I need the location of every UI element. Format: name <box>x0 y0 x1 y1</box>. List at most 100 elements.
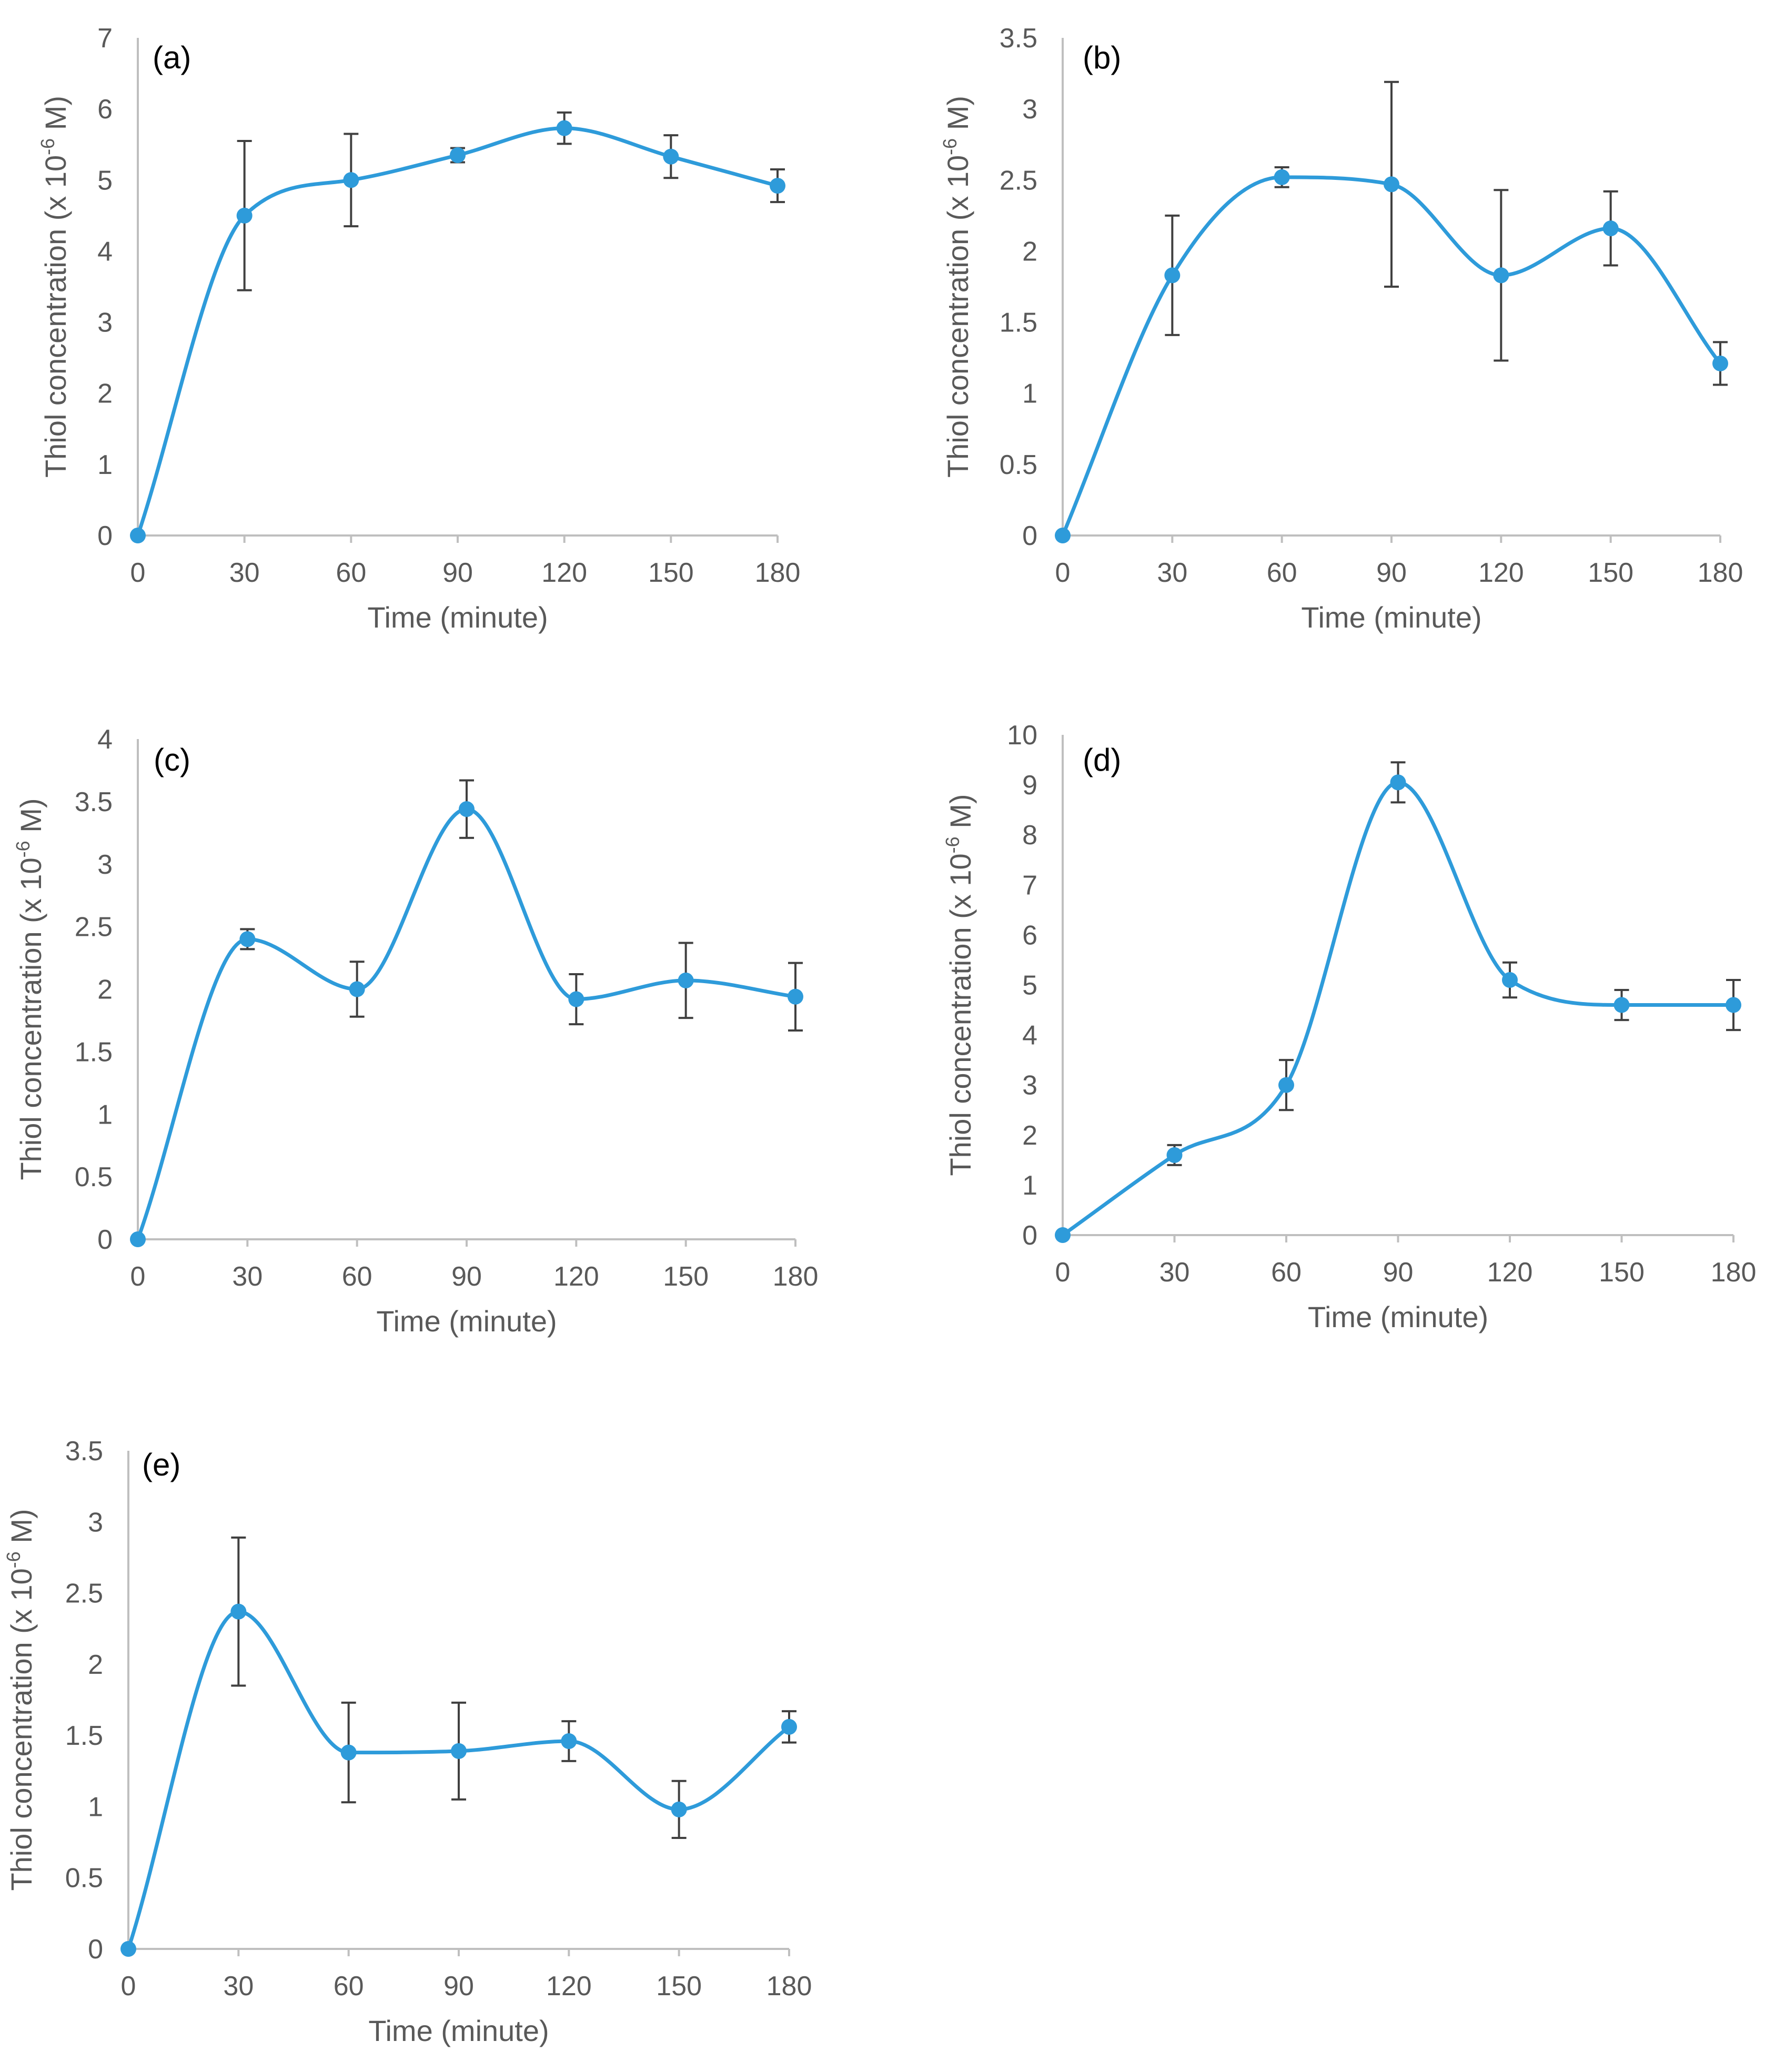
data-point <box>1166 1147 1183 1163</box>
x-tick-label: 150 <box>663 1261 709 1292</box>
data-point <box>130 528 146 543</box>
data-point <box>561 1733 577 1749</box>
x-tick-label: 60 <box>334 1971 364 2002</box>
y-tick-label: 2.5 <box>65 1579 103 1609</box>
x-tick-label: 90 <box>451 1261 482 1292</box>
y-tick-label: 1 <box>1022 379 1037 409</box>
x-tick-label: 0 <box>1055 558 1071 588</box>
series-line <box>136 807 796 1240</box>
data-point <box>340 1744 357 1761</box>
x-tick-label: 0 <box>121 1971 136 2002</box>
y-tick-label: 2 <box>97 379 113 409</box>
y-tick-label: 5 <box>1022 971 1037 1001</box>
x-tick-label: 180 <box>755 558 801 588</box>
y-tick-label: 2 <box>97 975 113 1005</box>
x-tick-label: 30 <box>229 558 260 588</box>
panel-label: (d) <box>1083 742 1121 777</box>
y-tick-label: 2.5 <box>1000 165 1037 196</box>
y-tick-label: 4 <box>1022 1020 1037 1051</box>
series-line <box>136 126 778 537</box>
data-point <box>1613 997 1630 1013</box>
x-axis-title: Time (minute) <box>368 2014 549 2047</box>
y-tick-label: 2 <box>1022 1120 1037 1151</box>
x-tick-label: 180 <box>1711 1257 1757 1288</box>
y-tick-label: 9 <box>1022 770 1037 801</box>
y-tick-label: 10 <box>1007 720 1037 751</box>
y-tick-label: 1 <box>97 1099 113 1130</box>
x-tick-label: 180 <box>1698 558 1743 588</box>
data-point <box>1384 176 1399 193</box>
y-tick-label: 1.5 <box>75 1037 113 1067</box>
x-tick-label: 120 <box>1478 558 1524 588</box>
panel-label: (b) <box>1083 40 1121 75</box>
y-axis-title: Thiol concentration (x 10-6 M) <box>942 794 977 1176</box>
x-axis-title: Time (minute) <box>1308 1300 1488 1333</box>
y-tick-label: 3 <box>97 850 113 880</box>
y-tick-label: 2 <box>1022 236 1037 267</box>
x-tick-label: 180 <box>773 1261 819 1292</box>
x-tick-label: 120 <box>541 558 587 588</box>
y-tick-label: 3 <box>88 1507 103 1538</box>
y-tick-label: 1.5 <box>65 1721 103 1751</box>
x-tick-label: 120 <box>553 1261 599 1292</box>
data-point <box>459 801 475 817</box>
y-tick-label: 0 <box>97 1225 113 1255</box>
data-point <box>1726 997 1741 1013</box>
data-point <box>230 1603 247 1620</box>
x-tick-label: 90 <box>1376 558 1407 588</box>
x-tick-label: 150 <box>1599 1257 1645 1288</box>
y-tick-label: 0.5 <box>75 1162 113 1192</box>
x-tick-label: 60 <box>1267 558 1297 588</box>
x-tick-label: 150 <box>1588 558 1633 588</box>
data-point <box>451 1743 467 1759</box>
chart-panel-0: 0 1 2 3 4 5 6 7 0 30 60 90 120 150 180 Time (minute) Thi… <box>37 23 800 634</box>
y-tick-label: 0.5 <box>65 1863 103 1894</box>
y-axis-title: Thiol concentration (x 10-6 M) <box>37 96 72 478</box>
y-tick-label: 3 <box>1022 1070 1037 1101</box>
y-tick-label: 4 <box>97 724 113 755</box>
series-line <box>1061 780 1733 1237</box>
x-tick-label: 0 <box>130 1261 146 1292</box>
y-tick-label: 1 <box>1022 1170 1037 1201</box>
data-point <box>1602 220 1619 237</box>
x-tick-label: 60 <box>1271 1257 1302 1288</box>
x-tick-label: 60 <box>342 1261 372 1292</box>
chart-panel-3: 0 1 2 3 4 5 6 7 8 9 10 0 30 60 90 120 150 180 Time (minute… <box>942 720 1756 1333</box>
y-tick-label: 5 <box>97 165 113 196</box>
y-tick-label: 2.5 <box>75 912 113 943</box>
chart-panel-4: 0 0.5 1 1.5 2 2.5 3 3.5 0 30 60 90 120 150 180 Time (mi… <box>3 1436 812 2047</box>
y-tick-label: 1 <box>97 450 113 480</box>
data-point <box>1493 267 1509 284</box>
panel-label: (a) <box>153 40 191 75</box>
y-tick-label: 3 <box>1022 94 1037 125</box>
x-tick-label: 90 <box>442 558 473 588</box>
data-point <box>1502 972 1518 988</box>
y-tick-label: 3.5 <box>1000 23 1037 54</box>
x-tick-label: 30 <box>1159 1257 1190 1288</box>
x-axis-title: Time (minute) <box>376 1305 557 1338</box>
data-point <box>1164 267 1181 284</box>
data-point <box>556 120 572 136</box>
x-tick-label: 30 <box>1157 558 1187 588</box>
x-tick-label: 0 <box>1055 1257 1071 1288</box>
y-tick-label: 6 <box>97 94 113 125</box>
data-point <box>781 1719 797 1735</box>
x-tick-label: 30 <box>232 1261 263 1292</box>
y-tick-label: 3.5 <box>75 787 113 817</box>
x-tick-label: 30 <box>223 1971 254 2002</box>
x-tick-label: 60 <box>336 558 366 588</box>
data-point <box>343 172 359 188</box>
data-point <box>678 972 694 988</box>
data-point <box>1712 355 1728 371</box>
y-tick-label: 1 <box>88 1792 103 1822</box>
data-point <box>236 207 253 224</box>
chart-panel-2: 0 0.5 1 1.5 2 2.5 3 3.5 4 0 30 60 90 120 150 180 Time (m… <box>12 724 818 1338</box>
data-point <box>663 148 679 165</box>
data-point <box>1274 169 1290 185</box>
y-axis-title: Thiol concentration (x 10-6 M) <box>939 96 974 478</box>
x-tick-label: 90 <box>443 1971 474 2002</box>
data-point <box>671 1801 687 1817</box>
x-tick-label: 120 <box>1487 1257 1533 1288</box>
x-axis-title: Time (minute) <box>367 601 548 634</box>
x-tick-label: 150 <box>656 1971 702 2002</box>
